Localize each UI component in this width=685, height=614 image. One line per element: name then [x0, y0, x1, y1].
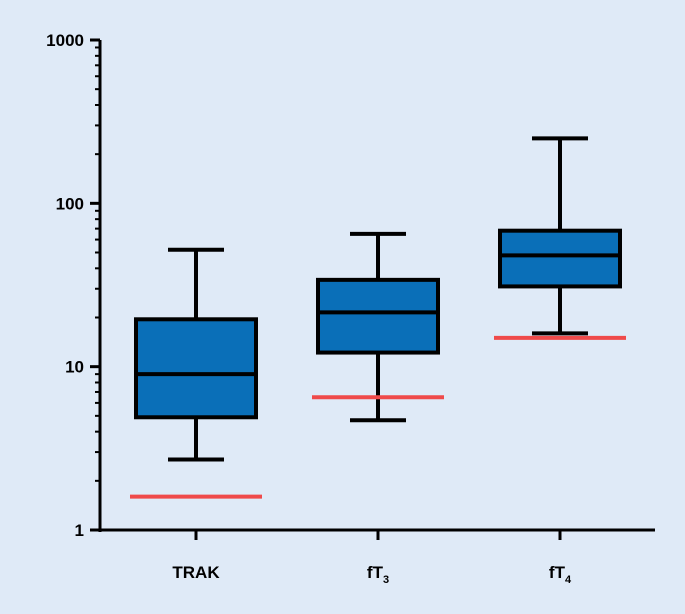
box-fT4: [498, 136, 622, 336]
y-tick-label: 1000: [46, 31, 84, 50]
box-series: [134, 136, 622, 462]
reference-lines: [130, 335, 626, 499]
box-TRAK: [134, 247, 258, 462]
y-tick-label: 10: [65, 358, 84, 377]
x-tick-label: TRAK: [172, 563, 220, 582]
y-axis: 1 10 100 1000: [46, 31, 102, 540]
x-axis: [98, 528, 655, 540]
iqr-box: [316, 277, 440, 355]
iqr-box: [498, 228, 622, 289]
category-labels: TRAK fT3 fT4: [172, 563, 572, 586]
x-tick-label: fT4: [549, 563, 572, 586]
y-tick-label: 1: [75, 521, 84, 540]
iqr-box: [134, 317, 258, 420]
x-tick-label: fT3: [367, 563, 389, 586]
box-fT3: [316, 231, 440, 423]
y-tick-label: 100: [56, 194, 84, 213]
